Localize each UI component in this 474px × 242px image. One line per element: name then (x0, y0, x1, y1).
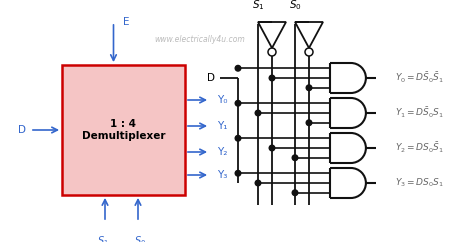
Text: Y₂: Y₂ (217, 147, 228, 157)
Bar (62, 65, 185, 195)
Circle shape (255, 180, 261, 186)
Circle shape (269, 145, 275, 151)
Circle shape (255, 110, 261, 116)
Text: $Y_0= D\bar{S}_0\bar{S}_1$: $Y_0= D\bar{S}_0\bar{S}_1$ (395, 71, 444, 85)
Text: D: D (18, 125, 26, 135)
Text: 1 : 4
Demultiplexer: 1 : 4 Demultiplexer (82, 119, 165, 141)
Circle shape (235, 170, 241, 176)
Circle shape (292, 190, 298, 196)
Text: $S_0$: $S_0$ (289, 0, 301, 12)
Circle shape (292, 155, 298, 160)
Text: E: E (124, 17, 130, 27)
Text: www.electrically4u.com: www.electrically4u.com (155, 36, 246, 45)
Text: $Y_2= DS_0\bar{S}_1$: $Y_2= DS_0\bar{S}_1$ (395, 141, 444, 155)
Circle shape (235, 65, 241, 71)
Text: Y₁: Y₁ (217, 121, 228, 131)
Text: $Y_3= DS_0S_1$: $Y_3= DS_0S_1$ (395, 177, 444, 189)
Circle shape (269, 75, 275, 81)
Text: $S_0$: $S_0$ (134, 234, 146, 242)
Circle shape (306, 120, 312, 126)
Text: Y₀: Y₀ (217, 95, 228, 105)
Text: $S_1$: $S_1$ (252, 0, 264, 12)
Circle shape (235, 100, 241, 106)
Circle shape (306, 85, 312, 91)
Text: D: D (207, 73, 215, 83)
Circle shape (235, 136, 241, 141)
Text: Y₃: Y₃ (217, 170, 228, 180)
Text: $Y_1= D\bar{S}_0S_1$: $Y_1= D\bar{S}_0S_1$ (395, 106, 444, 120)
Text: $S_1$: $S_1$ (97, 234, 109, 242)
